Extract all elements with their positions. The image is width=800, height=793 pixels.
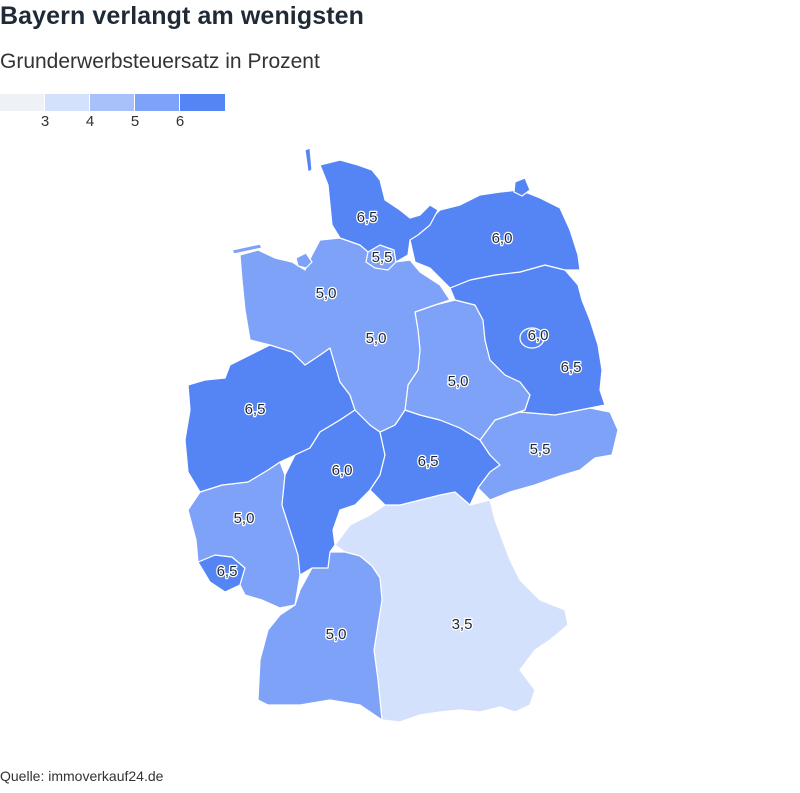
legend-tick-3: 3 (40, 113, 50, 130)
value-label-baden-w-rttemberg: 5,0 (326, 626, 347, 643)
color-legend: 3 4 5 6 (0, 94, 240, 134)
legend-swatch-5 (180, 94, 225, 111)
value-label-nordrhein-westfalen: 6,5 (245, 401, 266, 418)
region-niedersachsen[interactable] (239, 237, 451, 433)
value-label-sachsen: 5,5 (530, 441, 551, 458)
value-label-th-ringen: 6,5 (418, 453, 439, 470)
legend-swatch-1 (0, 94, 44, 111)
value-label-rheinland-pfalz: 5,0 (234, 510, 255, 527)
legend-swatch-2 (45, 94, 89, 111)
region-bayern[interactable] (334, 491, 569, 723)
value-label-bremen: 5,0 (316, 285, 337, 302)
island-north (304, 147, 313, 173)
value-label-saarland: 6,5 (217, 563, 238, 580)
region-bremen[interactable] (295, 252, 313, 269)
page-title: Bayern verlangt am wenigsten (0, 2, 365, 30)
legend-tick-5: 5 (130, 113, 140, 130)
region-berlin[interactable] (519, 327, 545, 349)
value-label-brandenburg: 6,5 (561, 359, 582, 376)
island-frisian (231, 243, 263, 255)
legend-swatch-4 (135, 94, 179, 111)
value-label-hessen: 6,0 (332, 462, 353, 479)
value-label-schleswig-holstein: 6,5 (357, 209, 378, 226)
page-subtitle: Grunderwerbsteuersatz in Prozent (0, 50, 320, 73)
value-label-bayern: 3,5 (452, 616, 473, 633)
value-label-sachsen-anhalt: 5,0 (448, 373, 469, 390)
region-baden-wuerttemberg[interactable] (257, 551, 383, 721)
value-label-mecklenburg-vorpommern: 6,0 (492, 230, 513, 247)
value-label-berlin: 6,0 (528, 327, 549, 344)
legend-swatch-3 (90, 94, 134, 111)
legend-tick-6: 6 (175, 113, 185, 130)
source-note: Quelle: immoverkauf24.de (0, 768, 164, 784)
value-label-niedersachsen: 5,0 (366, 330, 387, 347)
region-mecklenburg-vorpommern[interactable] (409, 189, 581, 289)
region-schleswig-holstein[interactable] (319, 159, 439, 263)
legend-tick-4: 4 (85, 113, 95, 130)
island-ruegen (513, 177, 531, 197)
value-label-hamburg: 5,5 (372, 249, 393, 266)
